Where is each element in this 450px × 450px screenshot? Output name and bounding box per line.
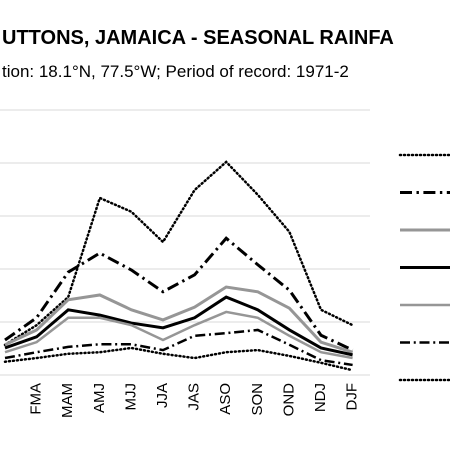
x-tick-label: DJF [344,383,361,411]
x-tick-label: NDJ [312,383,329,412]
x-tick-label: FMA [28,383,45,415]
x-tick-label: MAM [59,383,76,418]
series-line [4,236,354,352]
x-tick-label: SON [249,383,266,416]
series-line [4,328,353,367]
x-tick-label: JAS [186,383,203,411]
series-line [4,285,354,354]
series-line [4,310,353,360]
series-line [3,346,354,372]
x-tick-label: MJJ [122,383,139,411]
x-tick-label: OND [280,383,297,417]
chart-title: UTTONS, JAMAICA - SEASONAL RAINFA [2,27,394,49]
chart-subtitle: tion: 18.1°N, 77.5°W; Period of record: … [2,62,349,81]
x-tick-label: JJA [154,383,171,408]
x-tick-label: ASO [217,383,234,415]
x-tick-label: AMJ [91,383,108,413]
series-line [4,295,353,357]
series-line [3,160,354,347]
